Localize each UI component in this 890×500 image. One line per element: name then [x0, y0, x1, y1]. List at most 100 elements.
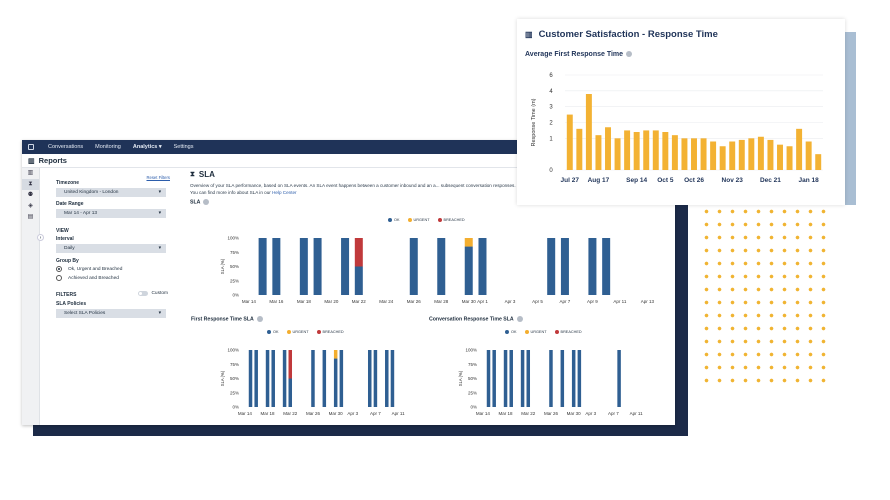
help-center-link[interactable]: Help Center	[272, 189, 297, 195]
bar	[757, 136, 764, 170]
top-navigation: Conversations Monitoring Analytics ▾ Set…	[22, 140, 675, 154]
x-tick-label: Mar 26	[407, 299, 422, 304]
bar-ok	[492, 350, 496, 407]
hourglass-icon[interactable]: ⧗	[22, 179, 39, 190]
toggle-switch[interactable]	[138, 291, 149, 296]
nav-conversations[interactable]: Conversations	[48, 144, 84, 150]
info-icon[interactable]	[203, 199, 210, 205]
x-tick-label: Apr 3	[347, 411, 358, 416]
y-axis-label: SLA (%)	[220, 258, 225, 274]
app-logo-icon[interactable]	[28, 144, 34, 150]
bar	[633, 132, 640, 170]
bar-ok	[390, 350, 395, 407]
x-tick-label: Mar 26	[544, 411, 559, 416]
y-tick-label: 3	[549, 105, 553, 111]
bar-ok	[299, 238, 308, 295]
date-range-select[interactable]: Mar 14 - Apr 13 ▾	[56, 209, 166, 218]
timezone-value: United Kingdom - London	[64, 190, 119, 195]
team-icon[interactable]: ⚉	[27, 192, 34, 198]
x-tick-label: Mar 22	[283, 411, 298, 416]
y-tick-label: 1	[549, 136, 553, 142]
bar	[729, 141, 736, 170]
bar-chart-icon: ▥	[525, 30, 533, 39]
legend-ok: OK	[505, 330, 517, 334]
bar	[815, 154, 822, 170]
sla-description: Overview of your SLA performance, based …	[190, 183, 520, 196]
x-tick-label: Apr 3	[585, 411, 596, 416]
chart-icon[interactable]: ▥	[27, 170, 34, 176]
x-tick-label: Dec 21	[760, 177, 781, 184]
x-tick-label: Apr 13	[641, 299, 655, 304]
nav-analytics[interactable]: Analytics ▾	[132, 144, 162, 150]
filters-section-label: FILTERS	[56, 292, 77, 298]
legend-urgent: URGENT	[407, 218, 430, 222]
expand-sidebar-chevron-icon[interactable]: ›	[37, 234, 44, 241]
filters-header: FILTERS Custom	[50, 290, 168, 300]
conversation-response-chart: 100% 75% 50% 25% 0% SLA (%) Mar 14 Mar 18 Mar 22…	[458, 348, 643, 417]
x-tick-label: Oct 5	[657, 177, 674, 184]
first-response-legend: OK URGENT BREACHED	[267, 330, 344, 334]
x-tick-label: Apr 3	[505, 299, 516, 304]
x-tick-label: Apr 11	[392, 411, 405, 416]
info-icon[interactable]	[626, 51, 633, 58]
y-tick-label: 4	[549, 89, 553, 95]
bar	[748, 138, 755, 170]
sla-policies-placeholder: Select SLA Policies	[64, 311, 106, 316]
bar-ok	[577, 350, 582, 407]
timezone-select[interactable]: United Kingdom - London ▾	[56, 188, 166, 197]
x-tick-label: Mar 30	[329, 411, 344, 416]
interval-select[interactable]: Daily ▾	[56, 244, 166, 253]
bar-ok	[503, 350, 508, 407]
tag-icon[interactable]: ◈	[28, 203, 33, 209]
first-response-title: First Response Time SLA	[191, 316, 254, 323]
group-option-ok-urgent-breached[interactable]: Ok, Urgent and Breached	[56, 266, 166, 272]
bar-ok	[254, 350, 258, 407]
x-tick-label: Mar 26	[306, 411, 321, 416]
csat-card-title: ▥ Customer Satisfaction - Response Time	[525, 29, 718, 40]
chevron-down-icon: ▾	[158, 246, 161, 251]
bar	[805, 141, 812, 170]
nav-monitoring[interactable]: Monitoring	[95, 144, 121, 150]
x-tick-label: Mar 30	[567, 411, 582, 416]
legend-breached: BREACHED	[437, 218, 465, 222]
nav-settings[interactable]: Settings	[173, 144, 194, 150]
bar-ok	[333, 358, 338, 407]
bar-ok	[486, 350, 491, 407]
bar	[786, 146, 793, 170]
bar-ok	[322, 350, 327, 407]
y-tick-label: 75%	[230, 250, 239, 255]
bar-ok	[464, 246, 473, 295]
bar-ok	[547, 238, 556, 295]
inbox-icon[interactable]: ▤	[27, 214, 34, 220]
bar	[595, 135, 602, 170]
chevron-down-icon: ▾	[158, 311, 161, 316]
x-tick-label: Mar 22	[352, 299, 367, 304]
bar	[681, 138, 688, 170]
view-section-label: VIEW	[56, 228, 69, 234]
x-tick-label: Mar 18	[499, 411, 514, 416]
radio-selected-icon	[56, 266, 62, 272]
reset-filters-link[interactable]: Reset Filters	[146, 175, 170, 180]
y-tick-label: 0%	[232, 293, 239, 298]
bar	[796, 128, 803, 170]
bar-urgent	[333, 350, 338, 359]
y-tick-label: 25%	[230, 278, 239, 283]
bar	[643, 130, 650, 170]
bar-urgent	[464, 238, 473, 247]
bar	[566, 114, 573, 170]
csat-subtitle-text: Average First Response Time	[525, 51, 624, 58]
y-tick-label: 100%	[465, 348, 477, 353]
bar	[671, 135, 678, 170]
conversation-response-legend: OK URGENT BREACHED	[505, 330, 582, 334]
group-by-label: Group By	[56, 258, 79, 264]
conversation-response-chart-title: Conversation Response Time SLA	[429, 316, 523, 322]
group-option-achieved-breached[interactable]: Achieved and Breached	[56, 275, 166, 281]
legend-ok: OK	[388, 218, 400, 222]
info-icon[interactable]	[256, 316, 263, 322]
custom-label: Custom	[151, 291, 168, 296]
custom-toggle[interactable]: Custom	[138, 291, 168, 296]
info-icon[interactable]	[516, 316, 523, 322]
y-tick-label: 50%	[468, 376, 477, 381]
sla-policies-select[interactable]: Select SLA Policies ▾	[56, 309, 166, 318]
decorative-dot-grid	[700, 205, 830, 385]
